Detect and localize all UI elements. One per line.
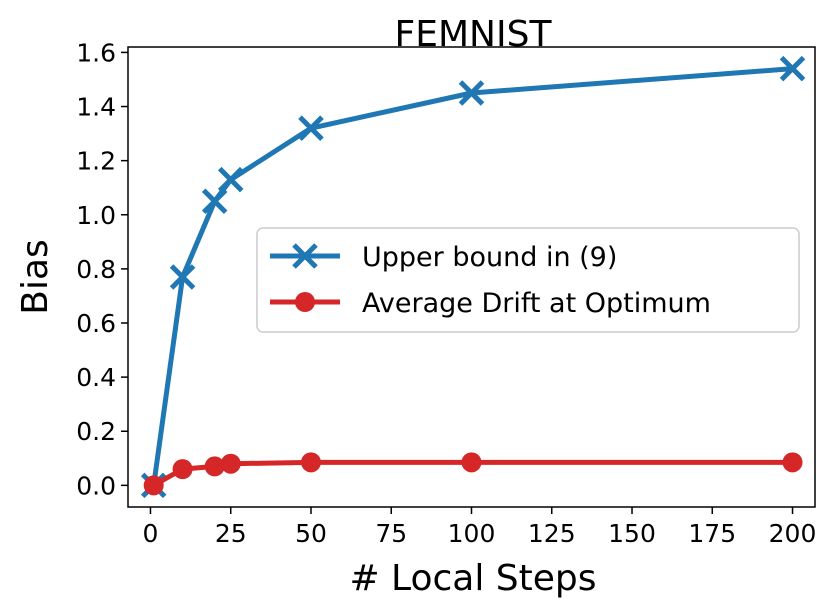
legend-box	[256, 227, 800, 333]
x-axis-label: # Local Steps	[349, 558, 596, 599]
y-tick-label: 1.4	[76, 93, 116, 122]
legend-marker-1	[292, 243, 318, 269]
x-tick-label: 75	[375, 519, 407, 548]
chart-title: FEMNIST	[395, 14, 553, 55]
y-tick-label: 0.6	[76, 309, 116, 338]
data-point-series-2	[204, 456, 225, 477]
y-axis: 0.0 0.2 0.4 0.6 0.8 1.0 1.2 1.4 1.6	[76, 38, 128, 500]
y-tick-label: 1.2	[76, 147, 116, 176]
x-tick-label: 25	[215, 519, 247, 548]
legend-label-2: Average Drift at Optimum	[362, 288, 711, 319]
data-point-series-2	[172, 459, 193, 480]
data-point-series-1	[169, 264, 196, 290]
data-point-series-2	[220, 453, 241, 474]
y-tick-label: 0.2	[76, 417, 116, 446]
y-tick-label: 0.8	[76, 255, 116, 284]
data-point-series-2	[461, 452, 482, 473]
data-point-series-2	[782, 452, 803, 473]
legend: Upper bound in (9) Average Drift at Optim…	[256, 227, 800, 333]
legend-label-1: Upper bound in (9)	[362, 242, 617, 273]
legend-marker-2	[295, 292, 315, 312]
y-tick-label: 0.4	[76, 363, 116, 392]
y-tick-label: 1.0	[76, 201, 116, 230]
data-point-series-2	[300, 452, 321, 473]
data-point-series-1	[458, 80, 485, 106]
data-point-series-1	[201, 188, 228, 215]
series-layer	[140, 55, 806, 499]
y-tick-label: 0.0	[76, 471, 116, 500]
x-axis: 0 25 50 75 100 125 150 175 200	[143, 507, 817, 548]
x-tick-label: 125	[528, 519, 576, 548]
y-tick-label: 1.6	[76, 38, 116, 67]
data-point-series-1	[779, 55, 806, 82]
data-point-series-1	[298, 115, 324, 141]
x-tick-label: 100	[448, 519, 496, 548]
x-tick-label: 50	[295, 519, 327, 548]
x-tick-label: 150	[608, 519, 656, 548]
x-tick-label: 0	[143, 519, 159, 548]
data-point-series-1	[217, 166, 244, 193]
y-axis-label: Bias	[15, 239, 56, 315]
x-tick-label: 200	[769, 519, 817, 548]
data-point-series-2	[143, 475, 164, 496]
x-tick-label: 175	[688, 519, 736, 548]
